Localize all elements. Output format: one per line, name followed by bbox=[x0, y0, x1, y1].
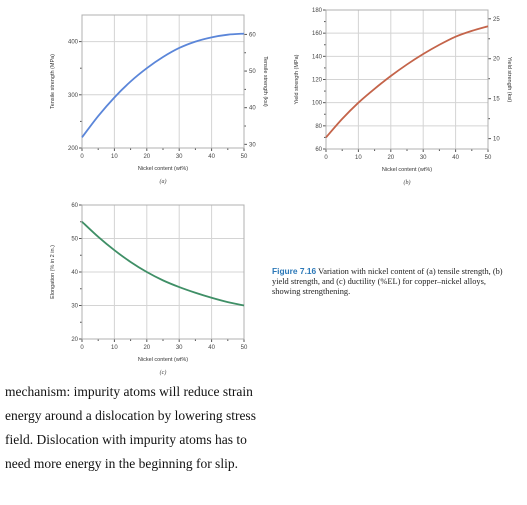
y-right-axis-label: Tensile strength (ksi) bbox=[262, 56, 268, 107]
figure-caption: Figure 7.16 Variation with nickel conten… bbox=[272, 266, 508, 297]
panel-label: (c) bbox=[160, 369, 167, 376]
y-tick-label: 400 bbox=[68, 40, 79, 46]
x-tick-label: 10 bbox=[111, 154, 118, 160]
x-axis-label: Nickel content (wt%) bbox=[382, 167, 432, 173]
y-tick-label: 100 bbox=[312, 101, 323, 107]
x-tick-label: 0 bbox=[324, 155, 328, 161]
x-tick-label: 20 bbox=[143, 154, 150, 160]
plot-frame bbox=[81, 14, 245, 149]
y-right-tick-label: 10 bbox=[493, 137, 500, 143]
x-tick-label: 30 bbox=[176, 154, 183, 160]
x-tick-label: 10 bbox=[355, 155, 362, 161]
x-tick-label: 20 bbox=[143, 345, 150, 351]
y-right-tick-label: 25 bbox=[493, 17, 500, 23]
x-axis-label: Nickel content (wt%) bbox=[138, 166, 188, 172]
y-right-axis-label: Yield strength (ksi) bbox=[506, 57, 512, 103]
y-tick-label: 200 bbox=[68, 146, 79, 152]
x-tick-label: 40 bbox=[208, 345, 215, 351]
body-text: mechanism: impurity atoms will reduce st… bbox=[5, 384, 256, 471]
y-right-tick-label: 15 bbox=[493, 97, 500, 103]
panel-label: (a) bbox=[160, 178, 167, 185]
y-right-tick-label: 20 bbox=[493, 57, 500, 63]
chart-c: 0 10 20 30 40 50 20 30 40 50 60 Nickel content (wt%… bbox=[50, 203, 248, 376]
x-tick-label: 40 bbox=[208, 154, 215, 160]
panel-label: (b) bbox=[404, 179, 411, 186]
x-tick-label: 40 bbox=[452, 155, 459, 161]
chart-b: 0 10 20 30 40 50 60 80 100 120 140 160 180 10 15 20 25 Yi… bbox=[294, 8, 512, 186]
caption-text: Variation with nickel content of (a) ten… bbox=[272, 267, 503, 296]
x-tick-label: 0 bbox=[80, 154, 84, 160]
x-tick-label: 30 bbox=[420, 155, 427, 161]
y-tick-label: 80 bbox=[315, 124, 322, 130]
y-tick-label: 120 bbox=[312, 78, 323, 84]
y-right-tick-label: 60 bbox=[249, 32, 256, 38]
x-tick-label: 10 bbox=[111, 345, 118, 351]
y-tick-label: 30 bbox=[71, 304, 78, 310]
y-tick-label: 60 bbox=[315, 147, 322, 153]
chart-a: 0 10 20 30 40 50 200 300 400 30 40 50 60 Tensile stre… bbox=[50, 14, 268, 185]
x-tick-label: 50 bbox=[485, 155, 492, 161]
y-axis-label: Tensile strength (MPa) bbox=[50, 54, 56, 109]
data-curve bbox=[81, 32, 245, 138]
x-tick-label: 50 bbox=[241, 154, 248, 160]
y-tick-label: 60 bbox=[71, 203, 78, 209]
y-right-tick-label: 30 bbox=[249, 142, 256, 148]
y-tick-label: 50 bbox=[71, 237, 78, 243]
y-tick-label: 40 bbox=[71, 270, 78, 276]
y-tick-label: 180 bbox=[312, 8, 323, 14]
y-tick-label: 20 bbox=[71, 337, 78, 343]
y-right-tick-label: 40 bbox=[249, 106, 256, 112]
x-tick-label: 0 bbox=[80, 345, 84, 351]
data-curve bbox=[81, 221, 245, 307]
figure-label: Figure 7.16 bbox=[272, 266, 317, 276]
y-tick-label: 140 bbox=[312, 54, 323, 60]
y-axis-label: Elongation (% in 2 in.) bbox=[50, 245, 56, 299]
data-curve bbox=[325, 25, 489, 139]
y-axis-label: Yield strength (MPa) bbox=[294, 54, 300, 104]
y-tick-label: 300 bbox=[68, 93, 79, 99]
x-tick-label: 20 bbox=[387, 155, 394, 161]
y-tick-label: 160 bbox=[312, 31, 323, 37]
x-axis-label: Nickel content (wt%) bbox=[138, 357, 188, 363]
x-tick-label: 30 bbox=[176, 345, 183, 351]
y-right-tick-label: 50 bbox=[249, 69, 256, 75]
plot-frame bbox=[81, 204, 245, 340]
plot-frame bbox=[325, 9, 489, 150]
x-tick-label: 50 bbox=[241, 345, 248, 351]
